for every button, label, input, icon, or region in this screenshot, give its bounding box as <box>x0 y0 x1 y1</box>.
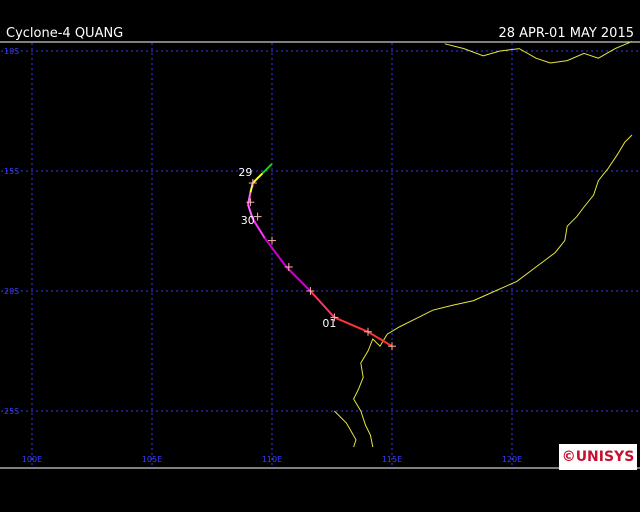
track-position-marker <box>246 198 255 207</box>
day-label: 29 <box>238 166 252 179</box>
map-labels: 100E 105E 110E 115E 120E 10S 15S 20S 25S 29 30 01 <box>4 47 522 464</box>
track-segment <box>367 330 393 348</box>
day-label: 01 <box>322 317 336 330</box>
lon-label: 100E <box>22 455 42 464</box>
track-position-marker <box>284 263 293 271</box>
map-background <box>0 42 640 468</box>
lat-label: 15S <box>4 167 19 176</box>
track-position-marker <box>364 327 372 336</box>
lon-label: 120E <box>502 455 522 464</box>
coastline-island-sw <box>334 410 357 448</box>
track-segment <box>309 290 336 319</box>
lat-label: 20S <box>4 287 19 296</box>
lon-label: 115E <box>382 455 402 464</box>
track-segment <box>263 237 288 268</box>
track-segment <box>261 163 273 175</box>
header-bar: Cyclone-4 QUANG 28 APR-01 MAY 2015 <box>0 0 640 42</box>
coastline-islands <box>444 40 633 64</box>
track-position-marker <box>268 236 276 245</box>
logo-text: ©UNISYS <box>561 449 635 465</box>
track-position-marker <box>306 287 315 295</box>
date-range: 28 APR-01 MAY 2015 <box>498 26 634 41</box>
grid-lines <box>1 43 639 467</box>
track-markers <box>246 179 396 351</box>
track-segment <box>334 316 369 333</box>
track-position-marker <box>248 179 257 187</box>
coastline <box>334 40 633 448</box>
unisys-logo: ©UNISYS <box>559 444 637 470</box>
day-label: 30 <box>241 214 255 227</box>
track-position-marker <box>330 313 339 322</box>
lon-label: 110E <box>262 455 282 464</box>
track-segment <box>285 266 312 292</box>
track-segment <box>252 172 264 184</box>
track-position-marker <box>253 212 262 221</box>
storm-title: Cyclone-4 QUANG <box>6 26 124 41</box>
lat-label: 10S <box>4 47 19 56</box>
track-position-marker <box>388 342 396 351</box>
track-segment <box>251 218 266 239</box>
track-segment <box>247 204 254 220</box>
cyclone-track <box>247 163 393 348</box>
coastline-australia <box>353 134 633 448</box>
lon-label: 105E <box>142 455 162 464</box>
lat-label: 25S <box>4 407 19 416</box>
